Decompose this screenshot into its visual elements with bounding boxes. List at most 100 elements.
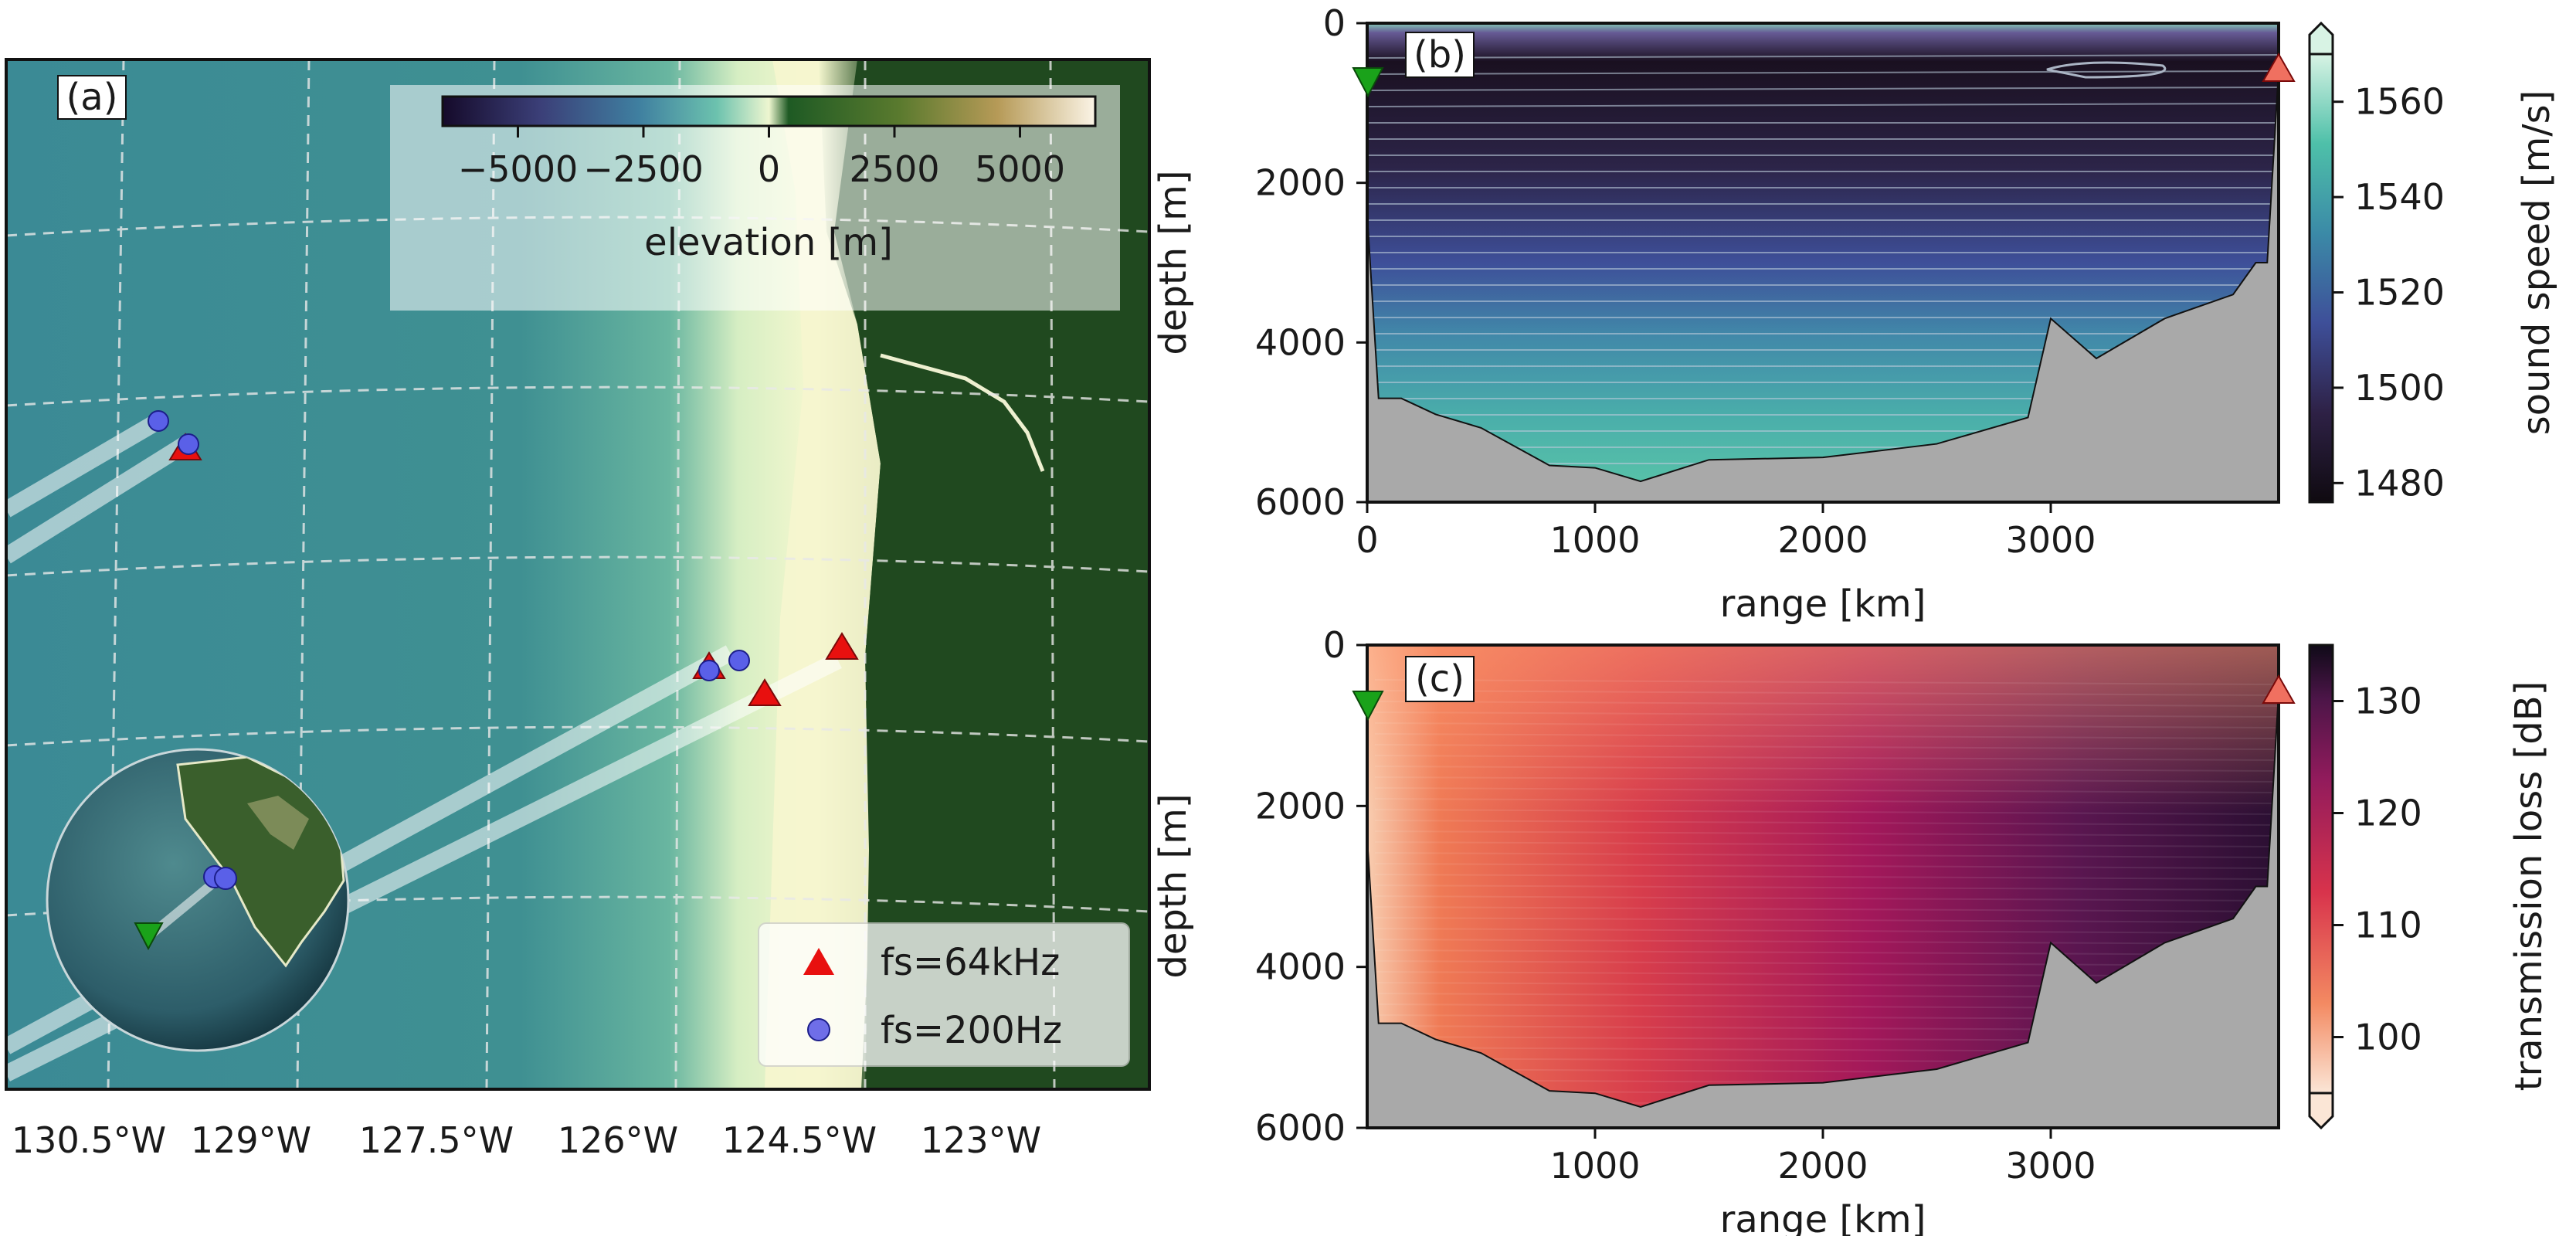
x-axis-label: range [km] <box>1720 1198 1926 1236</box>
stripe <box>1374 776 2279 783</box>
panel-label-box <box>57 75 127 120</box>
tl-colorbar <box>2308 643 2334 1095</box>
colorbar-tick-label: −5000 <box>458 148 579 190</box>
coastal-shelf <box>765 59 881 1089</box>
stripe <box>1374 711 2279 718</box>
circle-marker <box>728 650 750 671</box>
stripe <box>1374 885 2279 891</box>
contour-line <box>1366 87 2279 91</box>
stripe <box>1374 722 2279 728</box>
y-tick-label: 4000 <box>1255 321 1346 363</box>
legend-marker-circle <box>807 1018 830 1041</box>
colorbar-tick-label: 5000 <box>975 148 1065 190</box>
contour-loop <box>2046 61 2167 79</box>
y-tick-label: 6000 <box>1255 481 1346 523</box>
colorbar-tick-label: 130 <box>2354 681 2422 722</box>
colorbar-tick-label: −2500 <box>583 148 704 190</box>
colorbar-tick-label: 1520 <box>2354 272 2445 314</box>
x-tick-label: 3000 <box>2005 1145 2096 1187</box>
stripe <box>1374 766 2279 772</box>
x-tick-label: 123°W <box>921 1119 1041 1161</box>
panel-label: (c) <box>1415 657 1464 701</box>
stripe <box>1374 798 2279 804</box>
sound-speed-colorbar <box>2308 53 2334 504</box>
contour-line <box>1366 70 2279 75</box>
stripe <box>1374 928 2279 934</box>
elevation-label: elevation [m] <box>644 221 893 264</box>
land-region <box>834 59 1149 1089</box>
panel-label-box <box>1405 32 1475 78</box>
panel-a-map: −5000 −2500 0 2500 5000 elevation [m] fs=64k… <box>5 58 1151 1161</box>
stripe <box>1374 949 2279 956</box>
x-tick-label: 3000 <box>2005 519 2096 561</box>
seafloor <box>1366 70 2279 503</box>
source-marker <box>134 922 164 951</box>
triangle-marker <box>825 632 859 660</box>
x-tick-label: 0 <box>1356 519 1378 561</box>
y-tick-label: 4000 <box>1255 946 1346 988</box>
y-tick-label: 6000 <box>1255 1107 1346 1149</box>
colorbar-label: transmission loss [dB] <box>2507 681 2551 1092</box>
stripe <box>1374 874 2279 880</box>
y-tick-label: 0 <box>1323 624 1346 666</box>
stripe <box>1374 679 2279 685</box>
stripe <box>1374 755 2279 761</box>
receiver-marker <box>2262 52 2296 82</box>
panel-label: (b) <box>1414 33 1466 76</box>
colorbar-tick-label: 0 <box>758 148 780 190</box>
stripe <box>1374 690 2279 696</box>
legend-marker-triangle <box>803 948 834 975</box>
elevation-colorbar <box>441 95 1097 127</box>
stripe <box>1374 852 2279 858</box>
stripe <box>1374 809 2279 815</box>
stripe <box>1374 917 2279 923</box>
colorbar-label: sound speed [m/s] <box>2515 90 2558 436</box>
y-tick-label: 2000 <box>1255 162 1346 204</box>
colorbar-tick-label: 1540 <box>2354 176 2445 218</box>
colorbar-tick-label: 100 <box>2354 1017 2422 1058</box>
y-tick-label: 2000 <box>1255 785 1346 827</box>
seafloor <box>1366 693 2279 1129</box>
stripe <box>1374 895 2279 902</box>
stripe <box>1374 841 2279 847</box>
source-marker <box>1352 691 1384 722</box>
panel-label-box <box>1405 656 1475 702</box>
stripe <box>1374 701 2279 707</box>
colorbar-tick-label: 1480 <box>2354 462 2445 504</box>
stripe <box>1374 863 2279 869</box>
x-axis-label: range [km] <box>1720 582 1926 626</box>
stripe <box>1374 820 2279 826</box>
circle-marker <box>148 410 169 432</box>
colorbar-tick-label: 110 <box>2354 905 2422 946</box>
colorbar-tick-label: 1560 <box>2354 81 2445 123</box>
river <box>880 353 1045 472</box>
x-tick-label: 129°W <box>191 1119 311 1161</box>
panel-c: (c) 1000 2000 3000 0 2000 4000 6000 range [km]… <box>1152 624 2551 1236</box>
stripe <box>1374 733 2279 739</box>
circle-marker <box>214 867 237 890</box>
colorbar-tick-label: 1500 <box>2354 367 2445 409</box>
site-markers <box>134 410 859 951</box>
map-frame <box>5 58 1151 1091</box>
colorbar-tick-label: 2500 <box>849 148 939 190</box>
y-axis-label: depth [m] <box>1152 170 1195 355</box>
panel-b: (b) 0 1000 2000 3000 0 2000 4000 6000 range [km… <box>1152 2 2558 626</box>
x-tick-label: 1000 <box>1549 519 1640 561</box>
x-tick-label: 2000 <box>1777 1145 1868 1187</box>
y-axis-label: depth [m] <box>1152 793 1195 978</box>
x-tick-label: 127.5°W <box>359 1119 514 1161</box>
contour-line <box>1366 54 2279 59</box>
legend-label: fs=64kHz <box>881 941 1060 984</box>
y-tick-label: 0 <box>1323 2 1346 44</box>
x-tick-label: 126°W <box>558 1119 678 1161</box>
circle-marker <box>178 433 199 455</box>
triangle-marker <box>748 678 782 706</box>
colorbar-tick-label: 120 <box>2354 793 2422 834</box>
legend-label: fs=200Hz <box>881 1009 1062 1052</box>
contour-line <box>1366 103 2279 107</box>
stripe <box>1374 939 2279 945</box>
x-tick-label: 124.5°W <box>722 1119 877 1161</box>
x-tick-label: 1000 <box>1549 1145 1640 1187</box>
circle-marker <box>698 660 720 681</box>
